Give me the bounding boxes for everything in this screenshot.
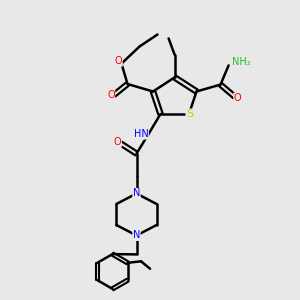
- Text: HN: HN: [134, 129, 148, 139]
- Text: O: O: [115, 56, 122, 66]
- Text: O: O: [234, 93, 242, 103]
- Text: S: S: [186, 109, 193, 119]
- Text: NH₂: NH₂: [232, 57, 251, 67]
- Text: O: O: [114, 137, 122, 147]
- Text: O: O: [107, 90, 115, 100]
- Text: N: N: [133, 230, 140, 241]
- Text: N: N: [133, 188, 140, 199]
